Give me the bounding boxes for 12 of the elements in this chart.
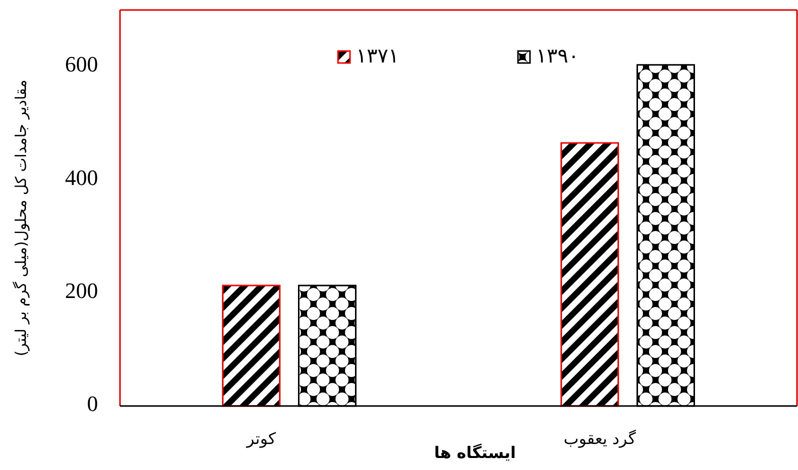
y-tick-label: 200 bbox=[65, 278, 98, 303]
x-tick-label: گرد یعقوب bbox=[564, 429, 636, 448]
bar bbox=[222, 284, 280, 407]
y-axis-title: مقادیر جامدات کل محلول(میلی گرم بر لیتر) bbox=[12, 80, 30, 356]
y-tick-label: 0 bbox=[87, 391, 98, 416]
bar bbox=[560, 142, 619, 407]
x-tick-label: کوتر bbox=[246, 429, 276, 448]
x-axis-title: ایستگاه ها bbox=[434, 443, 516, 462]
y-tick-label: 600 bbox=[65, 52, 98, 77]
legend-label: ۱۳۹۰ bbox=[536, 43, 579, 68]
y-tick-label: 400 bbox=[65, 164, 98, 190]
legend-label: ۱۳۷۱ bbox=[356, 43, 399, 68]
